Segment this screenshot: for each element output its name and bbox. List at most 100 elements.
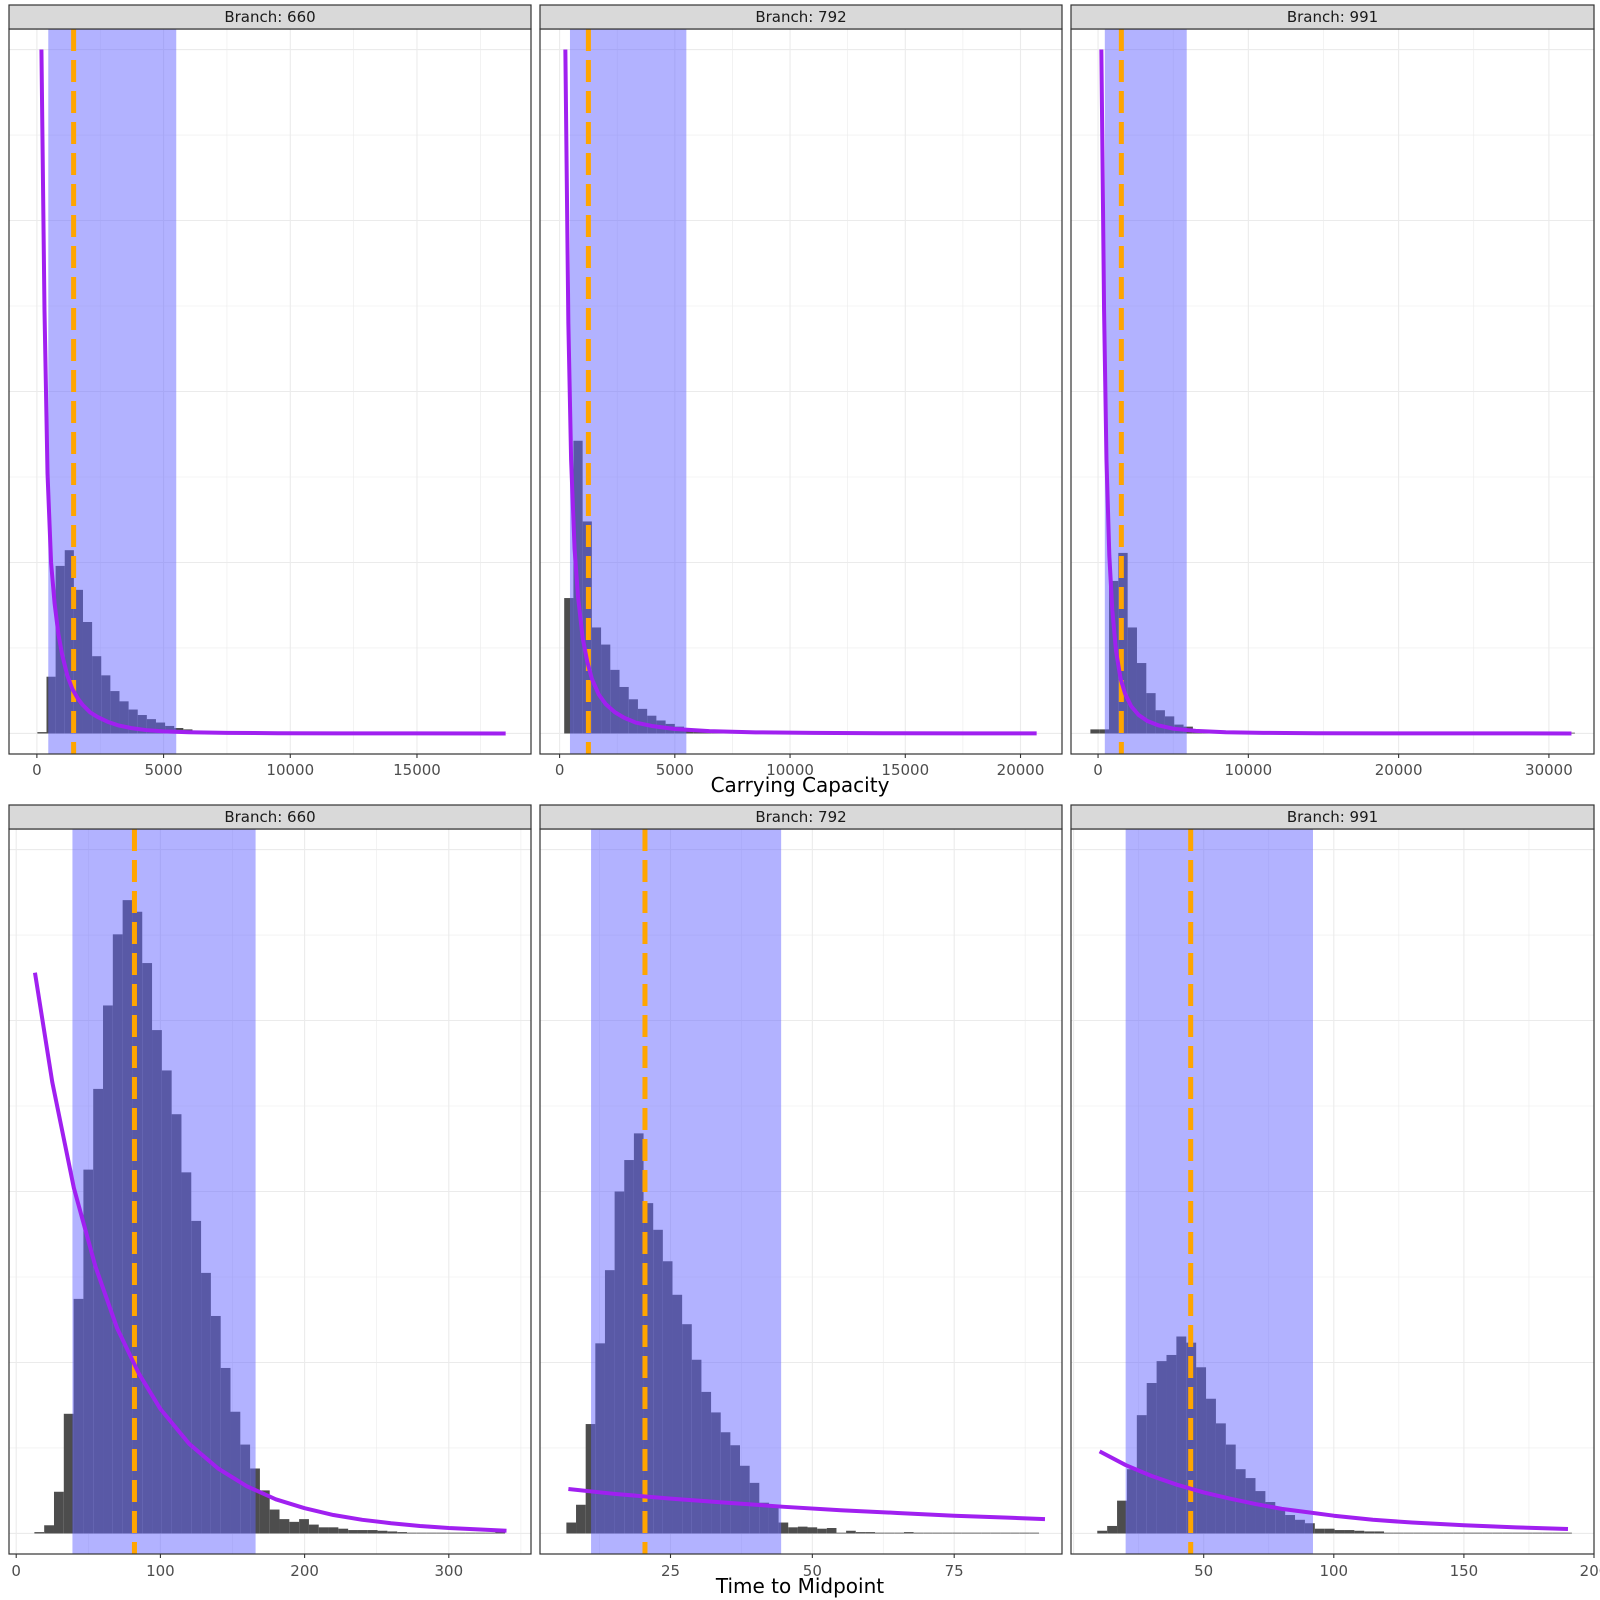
histogram-bar: [1010, 1532, 1020, 1534]
histogram-bar: [1433, 1532, 1444, 1534]
x-tick-label: 150: [1450, 1562, 1479, 1580]
histogram-bar: [1364, 1531, 1375, 1534]
row-title-carrying-capacity: Carrying Capacity: [711, 773, 890, 797]
x-tick-label: 0: [32, 761, 42, 779]
histogram-bar: [485, 1532, 496, 1534]
histogram-bar: [1542, 1532, 1553, 1534]
x-tick-label: 0: [11, 1562, 21, 1580]
histogram-bar: [913, 1532, 924, 1534]
histogram-bar: [1403, 1532, 1414, 1534]
panel-1-1-prior-density-curve: [568, 1487, 1046, 1522]
strip-label-branch-792: Branch: 792: [755, 8, 846, 26]
histogram-bar: [328, 1527, 339, 1534]
histogram-bar: [465, 1532, 476, 1534]
histogram-bar: [1000, 1532, 1011, 1534]
x-tick-label: 200: [290, 1562, 319, 1580]
histogram-bar: [1090, 729, 1100, 734]
histogram-bar: [1019, 1532, 1030, 1534]
strip-label-branch-991: Branch: 991: [1287, 808, 1378, 826]
histogram-bar: [1512, 1532, 1523, 1534]
histogram-bar: [308, 1524, 319, 1534]
histogram-bar: [875, 1532, 885, 1534]
panel-1-2: Branch: 991 50 100 150 200: [1070, 804, 1600, 1580]
histogram-bar: [1552, 1532, 1562, 1534]
histogram-bar: [855, 1532, 866, 1534]
panel-0-2-prior-density-curve: [1099, 49, 1572, 736]
histogram-bar: [952, 1532, 962, 1534]
histogram-bar: [826, 1528, 837, 1534]
x-tick-label: 30000: [1525, 761, 1573, 779]
histogram-bar: [44, 1525, 54, 1534]
panel-0-2: Branch: 991 0 10000 20000 30000: [1070, 4, 1595, 779]
x-tick-label: 10000: [266, 761, 314, 779]
histogram-bar: [1502, 1532, 1513, 1534]
x-tick-label: 100: [146, 1562, 175, 1580]
strip-label-branch-660: Branch: 660: [224, 808, 315, 826]
histogram-bar: [932, 1532, 943, 1534]
histogram-bar: [894, 1532, 904, 1534]
facet-panels: Branch: 660 0 5000 10000 15000 Branch: 792 0 50…: [8, 4, 1600, 1580]
strip-label-branch-660: Branch: 660: [224, 8, 315, 26]
panel-0-0: Branch: 660 0 5000 10000 15000: [8, 4, 532, 779]
panel-0-0-x-axis: 0 5000 10000 15000: [32, 754, 441, 779]
panel-0-1-strip: [539, 4, 1063, 30]
strip-label-branch-792: Branch: 792: [755, 808, 846, 826]
x-tick-label: 5000: [656, 761, 694, 779]
histogram-bar: [259, 1490, 270, 1534]
histogram-bar: [585, 1424, 596, 1534]
panel-1-0-strip: [8, 804, 532, 830]
histogram-bar: [348, 1530, 358, 1534]
histogram-bar: [884, 1532, 895, 1534]
x-tick-label: 5000: [144, 761, 182, 779]
histogram-bar: [846, 1530, 856, 1534]
histogram-bar: [788, 1527, 798, 1534]
histogram-bar: [34, 1532, 45, 1534]
histogram-bar: [416, 1532, 427, 1534]
histogram-bar: [1354, 1530, 1365, 1534]
histogram-bar: [1374, 1531, 1385, 1534]
panel-1-2-prior-density-curve: [1098, 1449, 1569, 1532]
x-tick-label: 0: [555, 761, 565, 779]
histogram-bar: [406, 1532, 417, 1534]
panel-1-2-x-axis: 50 100 150 200: [1194, 1554, 1600, 1580]
histogram-bar: [1314, 1528, 1325, 1534]
x-tick-label: 25: [661, 1562, 680, 1580]
histogram-bar: [1463, 1532, 1474, 1534]
strip-label-branch-991: Branch: 991: [1287, 8, 1378, 26]
histogram-bar: [1453, 1532, 1464, 1534]
panel-1-0-credible-interval-band: [72, 829, 256, 1554]
histogram-bar: [37, 732, 47, 734]
panel-0-0-credible-interval-band: [48, 29, 177, 754]
panel-1-0-prior-density-curve: [32, 972, 507, 1533]
histogram-bar: [318, 1527, 329, 1534]
histogram-bar: [1029, 1532, 1040, 1534]
histogram-bar: [817, 1528, 827, 1534]
histogram-bar: [865, 1532, 876, 1534]
histogram-bar: [971, 1532, 982, 1534]
histogram-bar: [446, 1532, 457, 1534]
panel-1-0: Branch: 660 0 100 200 300: [8, 804, 532, 1580]
histogram-bar: [53, 1491, 64, 1534]
histogram-bar: [797, 1526, 808, 1534]
histogram-bar: [1099, 729, 1110, 734]
panel-1-2-credible-interval-band: [1125, 829, 1313, 1554]
row-title-time-to-midpoint: Time to Midpoint: [715, 1574, 884, 1598]
histogram-bar: [1097, 1530, 1108, 1534]
histogram-bar: [1561, 1532, 1572, 1534]
histogram-bar: [63, 1413, 74, 1534]
histogram-bar: [1423, 1532, 1434, 1534]
histogram-bar: [1117, 1500, 1127, 1534]
histogram-bar: [367, 1530, 378, 1534]
x-tick-label: 15000: [393, 761, 441, 779]
histogram-bar: [456, 1532, 466, 1534]
histogram-bar: [436, 1532, 447, 1534]
panel-1-2-strip: [1070, 804, 1595, 830]
x-tick-label: 200: [1580, 1562, 1600, 1580]
x-tick-label: 20000: [997, 761, 1045, 779]
histogram-bar: [942, 1532, 953, 1534]
x-tick-label: 300: [434, 1562, 463, 1580]
histogram-bar: [279, 1519, 290, 1534]
histogram-bar: [475, 1532, 486, 1534]
histogram-bar: [299, 1519, 309, 1534]
histogram-bar: [269, 1509, 280, 1534]
